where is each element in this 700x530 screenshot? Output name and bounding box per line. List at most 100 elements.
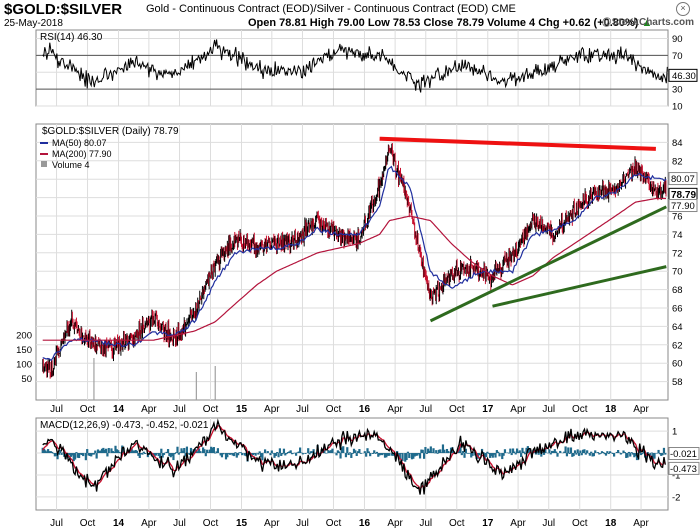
rsi-frame <box>35 29 669 107</box>
rsi-tick-label: 30 <box>672 85 683 96</box>
macd-frame <box>35 417 669 511</box>
chart-date: 25-May-2018 <box>4 18 63 29</box>
legend-symbol: $GOLD:$SILVER (Daily) 78.79 <box>42 126 179 137</box>
macd-x-tick-label: Oct <box>203 518 219 529</box>
price-x-tick-label: Apr <box>387 404 403 415</box>
price-x-tick-label: Jul <box>542 404 555 415</box>
macd-x-tick-label: Jul <box>419 518 432 529</box>
macd-x-tick-label: Jul <box>50 518 63 529</box>
price-x-tick-label: Oct <box>80 404 96 415</box>
macd-x-tick-label: 17 <box>482 518 494 529</box>
legend-ma200: MA(200) 77.90 <box>52 149 112 159</box>
price-x-tick-label: Oct <box>203 404 219 415</box>
rsi-line <box>42 39 668 93</box>
macd-x-tick-label: Apr <box>141 518 157 529</box>
legend-volume-swatch <box>41 161 47 167</box>
price-x-tick-label: 18 <box>605 404 617 415</box>
rsi-legend: RSI(14) 46.30 <box>40 32 103 43</box>
legend-volume: Volume 4 <box>52 160 90 170</box>
price-tick-label: 60 <box>672 359 683 370</box>
price-value-label: 78.79 <box>671 190 696 201</box>
chart-header: $GOLD:$SILVER Gold - Continuous Contract… <box>0 0 700 30</box>
macd-x-tick-label: Apr <box>264 518 280 529</box>
price-legend: $GOLD:$SILVER (Daily) 78.79 MA(50) 80.07… <box>40 126 179 170</box>
symbol-title: $GOLD:$SILVER <box>4 1 123 18</box>
price-x-tick-label: Jul <box>419 404 432 415</box>
macd-x-tick-label: Jul <box>296 518 309 529</box>
volume-tick-label: 150 <box>16 345 32 356</box>
price-value-label: 80.07 <box>671 174 695 185</box>
price-value-label-box <box>668 172 698 186</box>
rsi-tick-label: 70 <box>672 51 683 62</box>
macd-value-label: -0.021 <box>670 449 697 460</box>
green-trendline <box>492 265 667 308</box>
price-x-tick-label: Apr <box>264 404 280 415</box>
price-value-label: 77.90 <box>671 201 695 212</box>
price-x-tick-label: Apr <box>633 404 649 415</box>
brand-prefix: @ <box>601 17 612 28</box>
price-x-tick-label: 16 <box>359 404 371 415</box>
brand-watermark: @StockCharts.com <box>602 17 694 28</box>
price-value-label-box <box>668 199 698 213</box>
macd-x-tick-label: Apr <box>387 518 403 529</box>
price-tick-label: 70 <box>672 267 683 278</box>
price-x-tick-label: Oct <box>572 404 588 415</box>
red-trendline <box>379 136 656 151</box>
price-x-tick-label: 14 <box>113 404 125 415</box>
price-x-tick-label: Oct <box>326 404 342 415</box>
macd-value-label-box <box>668 447 700 461</box>
macd-value-label: -0.473 <box>670 464 697 475</box>
price-tick-label: 84 <box>672 138 683 149</box>
macd-x-tick-label: Jul <box>173 518 186 529</box>
macd-x-tick-label: Jul <box>542 518 555 529</box>
green-trendline <box>429 205 667 323</box>
volume-tick-label: 200 <box>16 331 32 342</box>
price-x-tick-label: Jul <box>173 404 186 415</box>
volume-tick-label: 50 <box>21 374 32 385</box>
rsi-value-label-box <box>668 68 698 82</box>
price-tick-label: 72 <box>672 248 683 259</box>
price-tick-label: 62 <box>672 340 683 351</box>
price-tick-label: 68 <box>672 285 683 296</box>
rsi-tick-label: 10 <box>672 102 683 113</box>
rsi-panel: 1030507090 46.30 RSI(14) 46.30 <box>35 29 698 113</box>
close-icon[interactable]: × <box>676 2 690 16</box>
macd-x-tick-label: Apr <box>633 518 649 529</box>
macd-line <box>42 418 666 495</box>
price-x-tick-label: Apr <box>510 404 526 415</box>
ohlc-values: Open 78.81 High 79.00 Low 78.53 Close 78… <box>248 17 639 29</box>
price-tick-label: 82 <box>672 156 683 167</box>
price-frame <box>35 123 669 401</box>
macd-x-tick-label: Oct <box>449 518 465 529</box>
x-axis: Jul Jul Oct Oct 14 14 Apr Apr Jul Jul Oct Oct 15 15 Ap… <box>50 404 649 529</box>
macd-panel: -2-101 -0.021-0.473 MACD(12,26,9) -0.473… <box>35 417 700 511</box>
price-tick-label: 74 <box>672 230 683 241</box>
macd-x-tick-label: 14 <box>113 518 125 529</box>
macd-tick-label: 1 <box>672 427 677 438</box>
price-x-tick-label: Apr <box>141 404 157 415</box>
price-tick-label: 64 <box>672 322 683 333</box>
macd-tick-label: -2 <box>672 492 680 503</box>
legend-ma50: MA(50) 80.07 <box>52 138 107 148</box>
macd-x-tick-label: Oct <box>80 518 96 529</box>
rsi-tick-label: 90 <box>672 34 683 45</box>
symbol-description: Gold - Continuous Contract (EOD)/Silver … <box>146 3 516 15</box>
macd-value-label-box <box>668 461 700 475</box>
macd-x-tick-label: 18 <box>605 518 617 529</box>
price-x-tick-label: Jul <box>296 404 309 415</box>
rsi-value-label: 46.30 <box>672 71 696 82</box>
price-x-tick-label: Oct <box>449 404 465 415</box>
macd-x-tick-label: Apr <box>510 518 526 529</box>
price-x-tick-label: Jul <box>50 404 63 415</box>
price-tick-label: 76 <box>672 212 683 223</box>
macd-x-tick-label: Oct <box>572 518 588 529</box>
price-panel: 5860626466687072747678808284 50100150200… <box>16 123 698 401</box>
macd-legend: MACD(12,26,9) -0.473, -0.452, -0.021 <box>40 420 209 431</box>
volume-tick-label: 100 <box>16 360 32 371</box>
price-x-tick-label: 17 <box>482 404 494 415</box>
change-up-icon: ▲ <box>641 17 653 29</box>
ma200-line <box>42 197 666 341</box>
macd-x-tick-label: 15 <box>236 518 248 529</box>
ma50-line <box>42 165 667 362</box>
